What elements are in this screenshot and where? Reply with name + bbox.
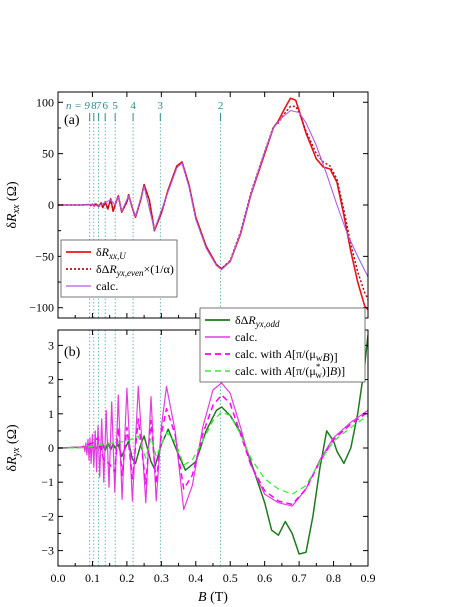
y-tick-label: −3 — [41, 544, 54, 558]
y-tick-label: −1 — [41, 475, 54, 489]
y-axis-label: δRyx (Ω) — [5, 424, 22, 472]
x-axis-label: B (T) — [198, 590, 228, 605]
y-tick-label: 2 — [48, 373, 54, 387]
y-tick-label: 0 — [48, 198, 54, 212]
landau-index-label: n = 9 — [66, 100, 90, 112]
x-tick-label: 0.3 — [154, 571, 169, 585]
y-tick-label: −50 — [35, 249, 54, 263]
panel-label: (a) — [64, 113, 80, 128]
legend-label-calc_mu: calc. with A[π/(μwB)] — [235, 347, 338, 364]
x-tick-label: 0.2 — [119, 571, 134, 585]
landau-index: 7 — [96, 100, 102, 112]
x-tick-label: 0.9 — [361, 571, 376, 585]
series-calc_b — [58, 382, 368, 511]
y-tick-label: 1 — [48, 407, 54, 421]
x-tick-label: 0.1 — [85, 571, 100, 585]
y-tick-label: 50 — [42, 147, 54, 161]
panel-b: −3 −2 −1 0 1 2 3 0.0 0.1 0.2 0.3 0.4 0.5 0.6 0.7 0.8 0.9… — [5, 307, 376, 605]
landau-index: 2 — [218, 100, 224, 112]
y-tick-label: 100 — [36, 95, 54, 109]
x-tick-label: 0.0 — [51, 571, 66, 585]
y-axis-label: δRxx (Ω) — [5, 181, 22, 229]
series-calc_mustar — [58, 411, 368, 495]
x-tick-label: 0.7 — [292, 571, 307, 585]
x-tick-label: 0.4 — [188, 571, 203, 585]
x-tick-label: 0.6 — [257, 571, 272, 585]
legend-label-calc_a: calc. — [96, 279, 118, 293]
x-tick-label: 0.8 — [326, 571, 341, 585]
panel-a: −100 −50 0 50 100 δRxx (Ω) (a)n = 9 8 7 6 5 4 3 2 δRxx… — [5, 91, 369, 319]
legend-label-calc_mustar: calc. with A[π/(μ* w)]B)] — [235, 362, 345, 380]
series-calc_a — [58, 109, 368, 278]
y-tick-label: 3 — [48, 338, 54, 352]
y-tick-label: −100 — [29, 301, 54, 315]
legend-label-rxx: δRxx,U — [96, 245, 126, 261]
legend-box — [60, 239, 178, 298]
panel-label: (b) — [64, 345, 81, 360]
y-tick-label: 0 — [48, 441, 54, 455]
legend-label-calc_b: calc. — [235, 330, 257, 344]
landau-index: 3 — [158, 100, 164, 112]
landau-index: 8 — [91, 100, 97, 112]
landau-index: 5 — [112, 100, 118, 112]
y-tick-label: −2 — [41, 509, 54, 523]
legend-label-even: δΔRyx,even×(1/α) — [96, 262, 174, 278]
landau-index: 4 — [130, 100, 136, 112]
x-tick-label: 0.5 — [223, 571, 238, 585]
legend-label-odd: δΔRyx,odd — [235, 313, 280, 329]
landau-index: 6 — [102, 100, 108, 112]
